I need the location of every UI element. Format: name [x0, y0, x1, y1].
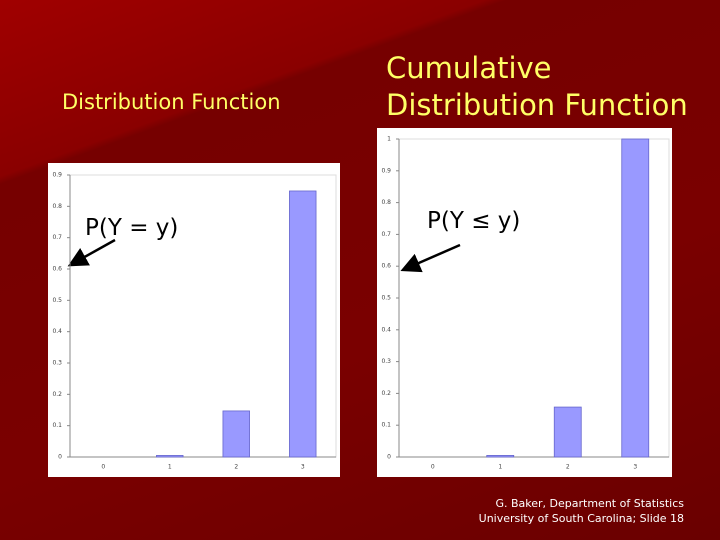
x-tick-label: 1 [168, 464, 172, 471]
bar [553, 406, 582, 458]
y-tick-label: 0.3 [381, 358, 391, 365]
x-tick-label: 2 [234, 464, 238, 471]
y-tick-label: 0.1 [52, 422, 62, 429]
x-tick-label: 2 [566, 464, 570, 471]
y-tick-label: 0.9 [381, 167, 391, 174]
y-tick-label: 0 [387, 454, 391, 461]
y-tick-label: 0 [58, 454, 62, 461]
y-tick-label: 0.6 [52, 266, 62, 273]
y-tick-label: 1 [387, 136, 391, 143]
y-tick-label: 0.7 [52, 234, 62, 241]
y-tick-label: 0.2 [52, 391, 62, 398]
y-tick-label: 0.4 [52, 328, 62, 335]
heading: Cumulative Distribution Function [386, 51, 688, 122]
footer-line: University of South Carolina; Slide 18 [478, 512, 684, 525]
y-tick-label: 0.1 [381, 422, 391, 429]
y-tick-label: 0.8 [381, 199, 391, 206]
y-tick-label: 0.8 [52, 203, 62, 210]
footer: G. Baker, Department of Statistics Unive… [479, 496, 684, 526]
bar [156, 455, 184, 458]
annotation: P(Y = y) [85, 215, 178, 241]
footer-line: G. Baker, Department of Statistics [495, 497, 684, 510]
x-tick-label: 0 [101, 464, 105, 471]
y-tick-label: 0.5 [381, 295, 391, 302]
bar [486, 455, 515, 458]
bar [222, 410, 250, 458]
arrow [400, 243, 461, 273]
annotation: P(Y ≤ y) [427, 208, 520, 234]
chart: 0 0.1 0.2 0.3 0.4 0.5 0.6 0.7 0.8 0.9 0 1 2 3 P(Y = y) [48, 163, 340, 477]
y-tick-label: 0.9 [52, 172, 62, 179]
x-tick-label: 3 [301, 464, 305, 471]
x-tick-label: 0 [431, 464, 435, 471]
bar [289, 190, 317, 458]
bar [621, 138, 650, 458]
y-tick-label: 0.4 [381, 326, 391, 333]
heading: Distribution Function [62, 90, 281, 114]
y-tick-label: 0.3 [52, 360, 62, 367]
chart: 0 0.1 0.2 0.3 0.4 0.5 0.6 0.7 0.8 0.9 1 0 1 2 3 P(Y ≤ y… [377, 128, 672, 477]
y-tick-label: 0.5 [52, 297, 62, 304]
x-tick-label: 3 [633, 464, 637, 471]
y-tick-label: 0.6 [381, 263, 391, 270]
y-tick-label: 0.2 [381, 390, 391, 397]
x-tick-label: 1 [498, 464, 502, 471]
arrow [67, 238, 116, 267]
y-tick-label: 0.7 [381, 231, 391, 238]
